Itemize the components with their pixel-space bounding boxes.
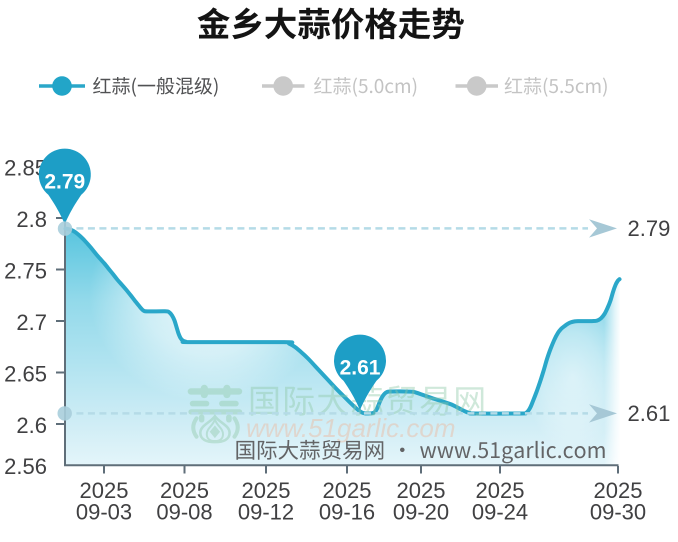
svg-text:2.6: 2.6: [16, 413, 47, 438]
svg-text:09-12: 09-12: [238, 500, 294, 525]
svg-text:2025: 2025: [160, 478, 209, 503]
svg-text:2025: 2025: [594, 478, 643, 503]
svg-text:09-30: 09-30: [590, 500, 646, 525]
svg-text:2.79: 2.79: [628, 216, 671, 241]
svg-text:2.65: 2.65: [4, 361, 47, 386]
svg-text:09-08: 09-08: [156, 500, 212, 525]
svg-text:2025: 2025: [323, 478, 372, 503]
svg-text:09-16: 09-16: [319, 500, 375, 525]
svg-text:09-03: 09-03: [76, 500, 132, 525]
svg-text:2025: 2025: [242, 478, 291, 503]
svg-text:2.61: 2.61: [340, 357, 381, 380]
svg-text:09-20: 09-20: [393, 500, 449, 525]
svg-text:2.8: 2.8: [16, 207, 47, 232]
svg-text:www.51garlic.com: www.51garlic.com: [246, 413, 456, 443]
svg-text:2.7: 2.7: [16, 310, 47, 335]
svg-text:2025: 2025: [80, 478, 129, 503]
svg-text:2025: 2025: [397, 478, 446, 503]
svg-text:2.61: 2.61: [628, 401, 671, 426]
svg-text:2.75: 2.75: [4, 258, 47, 283]
svg-text:2025: 2025: [476, 478, 525, 503]
svg-text:2.56: 2.56: [4, 454, 47, 479]
svg-text:09-24: 09-24: [472, 500, 528, 525]
svg-text:2.79: 2.79: [44, 171, 85, 194]
